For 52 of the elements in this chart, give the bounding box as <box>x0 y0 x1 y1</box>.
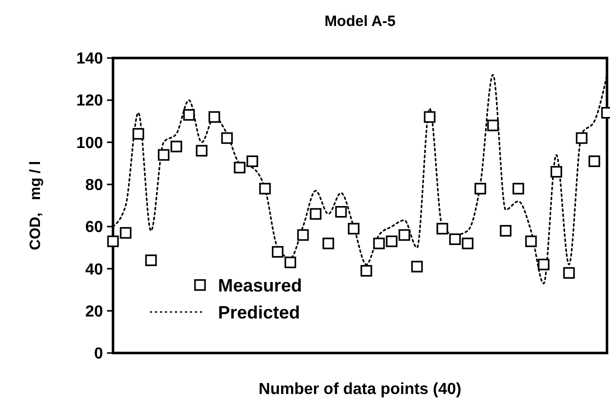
point <box>158 149 170 161</box>
y-tick-label: 80 <box>85 177 104 194</box>
y-tick-label: 140 <box>76 50 104 68</box>
point <box>183 109 195 121</box>
point <box>335 206 347 218</box>
point <box>474 182 486 194</box>
point <box>120 227 132 239</box>
y-tick-label: 20 <box>85 303 104 320</box>
point <box>196 144 208 157</box>
y-tick-label: 0 <box>94 346 104 363</box>
point <box>588 155 600 168</box>
point <box>348 222 360 234</box>
point <box>284 256 296 268</box>
y-tick-label: 60 <box>85 219 104 236</box>
point <box>563 267 575 279</box>
point <box>132 128 144 140</box>
x-axis-title: Number of data points (40) <box>258 381 462 398</box>
point <box>462 238 474 250</box>
chart-title: Model A-5 <box>324 13 396 30</box>
point <box>259 182 271 194</box>
point <box>208 111 220 123</box>
point <box>145 254 157 266</box>
point <box>310 208 322 220</box>
point <box>297 229 309 241</box>
point <box>107 236 119 248</box>
point <box>500 224 512 237</box>
y-tick-label: 40 <box>85 261 104 278</box>
point <box>272 246 284 258</box>
point <box>576 132 588 144</box>
point <box>360 265 372 277</box>
y-tick-label: 100 <box>76 134 104 152</box>
point <box>234 162 246 174</box>
legend-label: Predicted <box>218 302 300 322</box>
point <box>246 155 258 168</box>
legend-label: Measured <box>218 275 302 296</box>
point <box>398 229 410 241</box>
point <box>538 258 550 270</box>
point <box>373 238 385 250</box>
point <box>411 260 423 272</box>
point <box>487 120 499 132</box>
y-axis-title: COD, mg / l <box>27 160 44 250</box>
point <box>436 222 448 234</box>
point <box>322 238 334 250</box>
point <box>170 140 182 152</box>
point <box>512 182 524 194</box>
point <box>449 233 461 246</box>
point <box>221 132 233 144</box>
point <box>424 111 436 123</box>
point <box>386 236 398 248</box>
point <box>525 236 537 248</box>
point <box>550 166 562 178</box>
y-tick-label: 120 <box>76 92 104 110</box>
